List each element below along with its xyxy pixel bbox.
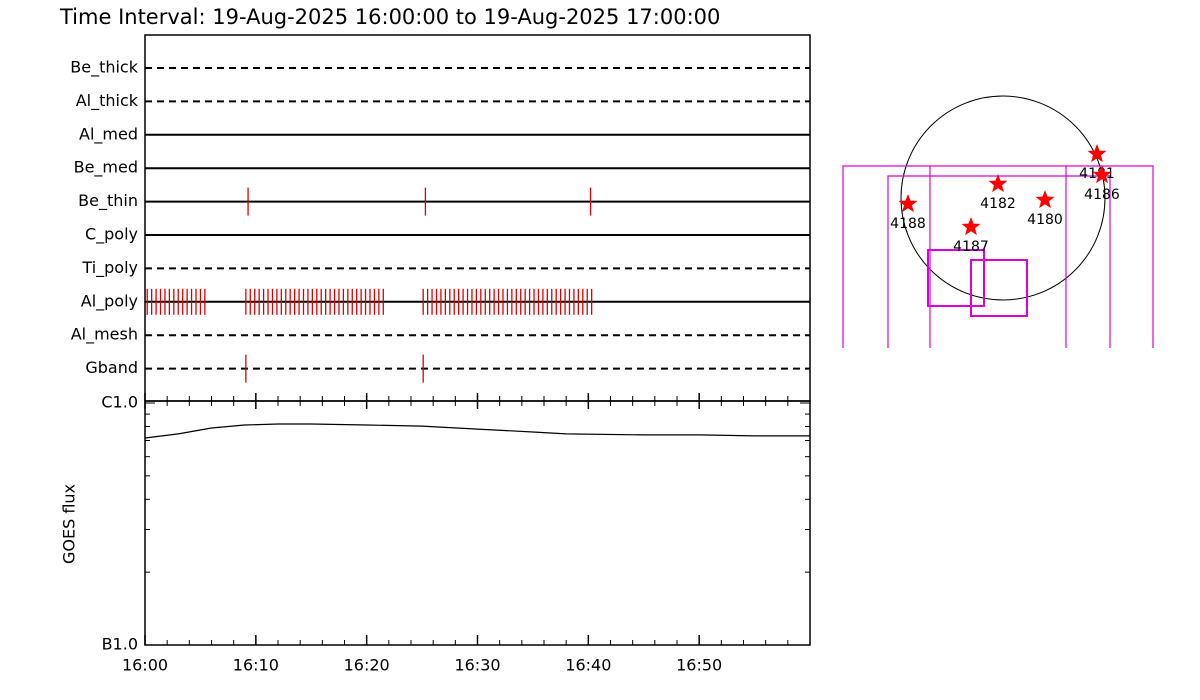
solar-disk [900,95,1106,301]
fov-box [927,249,985,307]
active-region-marker [1087,144,1107,163]
fov-outline [887,175,1111,348]
title: Time Interval: 19-Aug-2025 16:00:00 to 1… [59,5,720,29]
x-tick-label: 16:30 [454,656,500,675]
filter-label: Gband [85,358,138,377]
x-tick-label: 16:50 [676,656,722,675]
active-region-label: 4187 [953,239,989,255]
filter-label: Ti_poly [81,258,138,278]
active-region-marker [961,217,981,236]
goes-frame [144,400,811,646]
active-region-marker [1092,165,1112,184]
y-axis-label: GOES flux [60,484,79,564]
x-tick-label: 16:20 [344,656,390,675]
y-tick-label: B1.0 [102,635,138,654]
filter-label: Al_med [79,124,138,144]
filter-label: Al_thick [76,91,139,111]
active-region-label: 4180 [1027,212,1063,228]
active-region-label: 4182 [980,196,1016,212]
fov-outline [842,165,1154,348]
active-region-marker [898,194,918,213]
y-tick-label: C1.0 [101,393,138,412]
fov-group [842,165,1154,348]
filter-label: Be_thick [70,58,138,78]
active-region-marker [988,174,1008,193]
x-tick-label: 16:00 [122,656,168,675]
timeline-frame [144,34,811,402]
fov-box [970,259,1028,317]
filter-label: C_poly [85,225,138,245]
active-region-label: 4186 [1084,187,1120,203]
filter-label: Al_mesh [71,325,138,345]
x-tick-label: 16:10 [233,656,279,675]
active-region-marker [1035,190,1055,209]
filter-label: Be_thin [78,191,138,211]
filter-label: Be_med [74,158,138,178]
goes-curve [144,423,810,439]
filter-label: Al_poly [81,291,138,311]
x-tick-label: 16:40 [565,656,611,675]
active-region-label: 4188 [890,216,926,232]
